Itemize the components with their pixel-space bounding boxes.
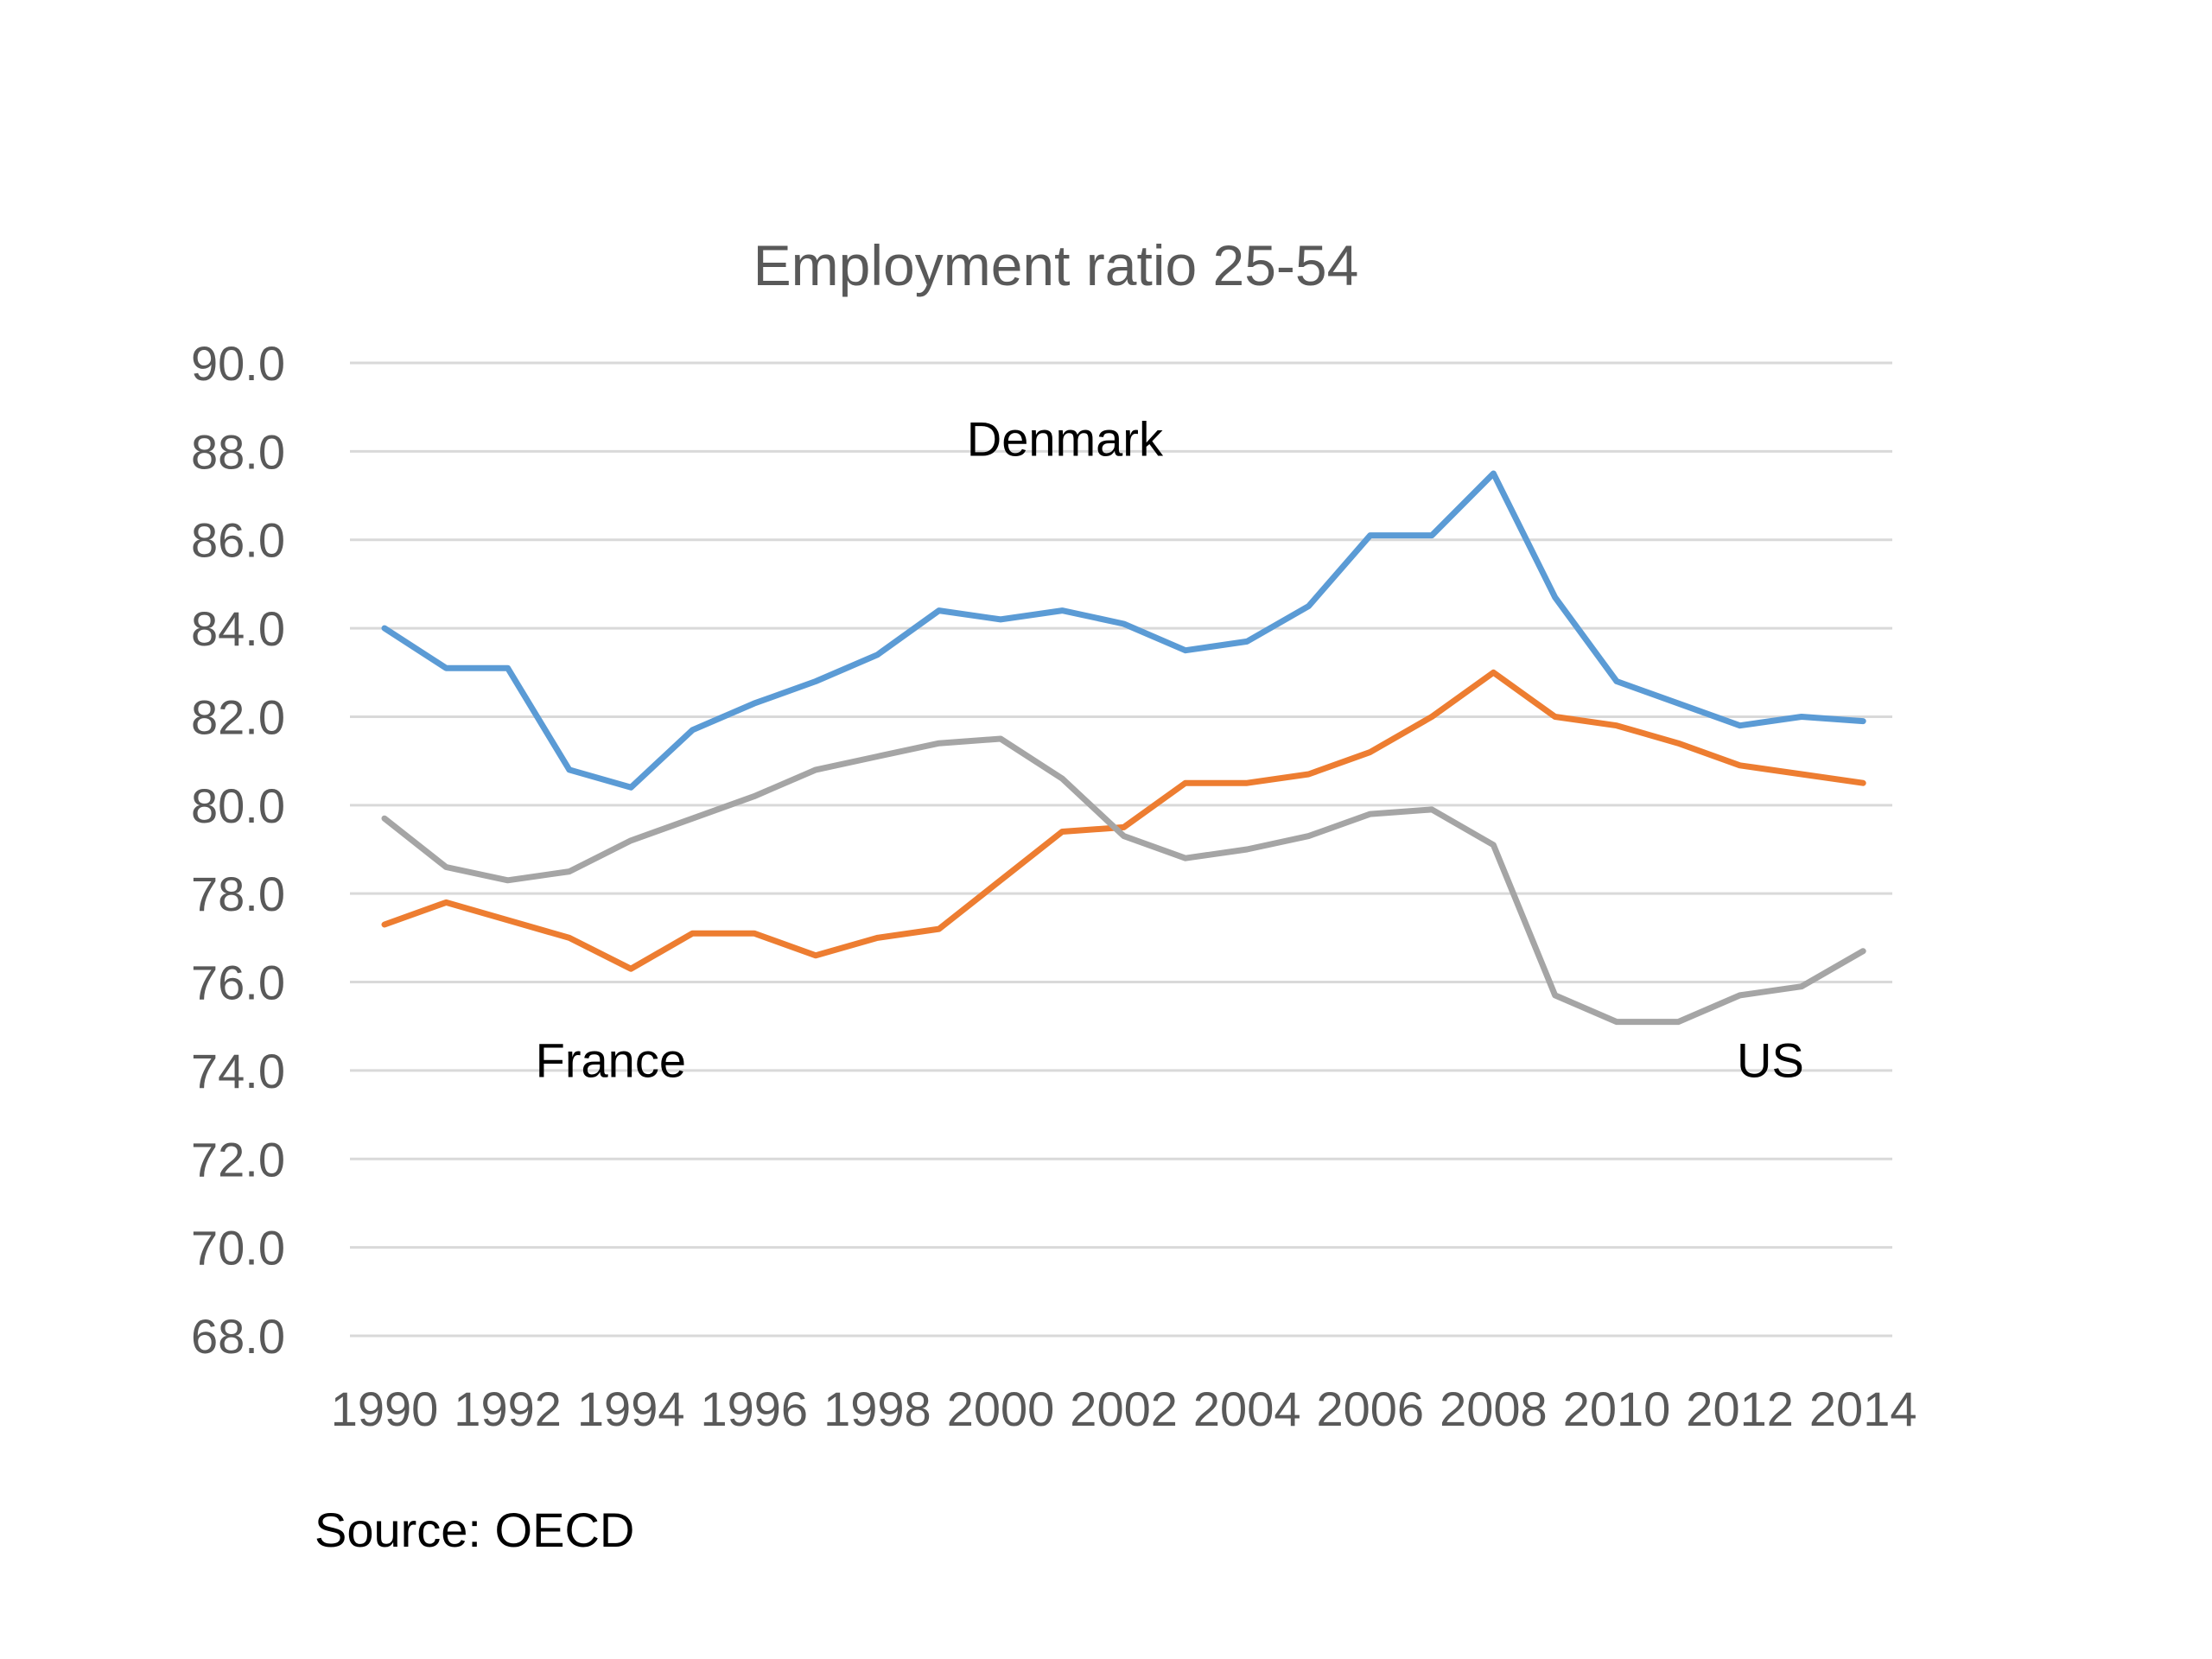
y-tick-label: 74.0 — [191, 1044, 285, 1098]
x-tick-label: 1996 — [701, 1382, 809, 1436]
x-tick-label: 2012 — [1686, 1382, 1794, 1436]
x-tick-label: 2006 — [1317, 1382, 1425, 1436]
y-tick-label: 84.0 — [191, 601, 285, 656]
y-tick-label: 86.0 — [191, 513, 285, 568]
y-axis-tick-labels: 90.0 88.0 86.0 84.0 82.0 80.0 78.0 76.0 74.0 72.0… — [191, 336, 285, 1363]
y-tick-label: 70.0 — [191, 1221, 285, 1275]
source-note: Source: OECD — [315, 1503, 635, 1557]
y-tick-label: 78.0 — [191, 867, 285, 921]
x-tick-label: 2014 — [1809, 1382, 1917, 1436]
series-lines — [381, 470, 1866, 1026]
x-tick-label: 2000 — [947, 1382, 1055, 1436]
y-tick-label: 88.0 — [191, 424, 285, 479]
chart-title: Employment ratio 25-54 — [753, 233, 1359, 297]
x-tick-label: 2010 — [1563, 1382, 1671, 1436]
series-line-france — [381, 669, 1866, 972]
x-tick-label: 1994 — [577, 1382, 685, 1436]
series-label-denmark: Denmark — [967, 411, 1164, 466]
series-label-us: US — [1737, 1033, 1804, 1088]
y-tick-label: 80.0 — [191, 779, 285, 833]
x-tick-label: 1990 — [331, 1382, 439, 1436]
x-tick-label: 2008 — [1440, 1382, 1548, 1436]
x-tick-label: 2002 — [1070, 1382, 1178, 1436]
gridlines — [350, 361, 1892, 1338]
series-annotations: Denmark France US — [536, 411, 1804, 1087]
x-axis-tick-labels: 1990 1992 1994 1996 1998 2000 2002 2004 2006 2008… — [331, 1382, 1917, 1436]
series-label-france: France — [536, 1033, 686, 1088]
series-line-denmark — [381, 470, 1866, 791]
y-tick-label: 68.0 — [191, 1309, 285, 1363]
x-tick-label: 2004 — [1193, 1382, 1301, 1436]
y-tick-label: 90.0 — [191, 336, 285, 391]
y-tick-label: 72.0 — [191, 1132, 285, 1186]
x-tick-label: 1992 — [454, 1382, 562, 1436]
y-tick-label: 82.0 — [191, 690, 285, 744]
x-tick-label: 1998 — [823, 1382, 931, 1436]
series-line-us — [381, 735, 1866, 1026]
y-tick-label: 76.0 — [191, 956, 285, 1010]
